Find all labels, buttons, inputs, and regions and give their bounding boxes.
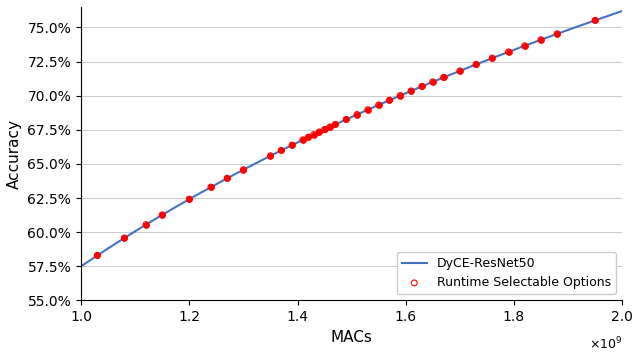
Point: [363, 107, 373, 112]
Text: $\times10^9$: $\times10^9$: [589, 336, 622, 352]
Point: [222, 175, 232, 181]
Runtime Selectable Options: [454, 68, 465, 74]
Runtime Selectable Options: [536, 37, 546, 42]
Runtime Selectable Options: [314, 129, 324, 135]
Point: [266, 153, 276, 159]
DyCE-ResNet50: [499, 52, 507, 56]
Point: [157, 212, 168, 218]
Point: [385, 97, 395, 103]
Point: [287, 142, 297, 148]
Runtime Selectable Options: [222, 175, 232, 181]
Runtime Selectable Options: [428, 79, 438, 85]
Runtime Selectable Options: [325, 124, 335, 130]
Runtime Selectable Options: [287, 142, 297, 148]
Runtime Selectable Options: [141, 222, 151, 227]
Point: [454, 68, 465, 74]
DyCE-ResNet50: [509, 48, 516, 52]
Runtime Selectable Options: [341, 117, 351, 122]
Runtime Selectable Options: [406, 88, 416, 94]
Runtime Selectable Options: [374, 102, 384, 108]
Point: [552, 31, 563, 37]
Point: [141, 222, 151, 227]
Point: [471, 62, 481, 67]
Runtime Selectable Options: [487, 55, 497, 61]
Runtime Selectable Options: [590, 17, 600, 23]
DyCE-ResNet50: [296, 139, 304, 144]
Point: [590, 17, 600, 23]
Runtime Selectable Options: [385, 97, 395, 103]
Point: [487, 55, 497, 61]
Line: DyCE-ResNet50: DyCE-ResNet50: [81, 11, 622, 266]
Point: [298, 137, 308, 143]
Runtime Selectable Options: [303, 134, 314, 140]
Runtime Selectable Options: [298, 137, 308, 143]
Runtime Selectable Options: [92, 253, 102, 258]
Point: [438, 75, 449, 80]
Point: [536, 37, 546, 42]
Point: [206, 184, 216, 190]
Point: [238, 167, 248, 172]
Runtime Selectable Options: [471, 62, 481, 67]
Point: [374, 102, 384, 108]
Runtime Selectable Options: [308, 132, 319, 137]
Point: [303, 134, 314, 140]
Runtime Selectable Options: [504, 49, 514, 55]
Point: [325, 124, 335, 130]
X-axis label: MACs: MACs: [331, 330, 372, 345]
DyCE-ResNet50: [132, 228, 140, 233]
Point: [504, 49, 514, 55]
Runtime Selectable Options: [438, 75, 449, 80]
Point: [276, 147, 286, 153]
DyCE-ResNet50: [618, 9, 626, 13]
Runtime Selectable Options: [157, 212, 168, 218]
DyCE-ResNet50: [77, 264, 85, 268]
Runtime Selectable Options: [238, 167, 248, 172]
Point: [314, 129, 324, 135]
Runtime Selectable Options: [276, 147, 286, 153]
Point: [330, 122, 340, 127]
Runtime Selectable Options: [184, 196, 195, 202]
Runtime Selectable Options: [119, 235, 129, 241]
DyCE-ResNet50: [449, 72, 456, 76]
Runtime Selectable Options: [363, 107, 373, 112]
Runtime Selectable Options: [206, 184, 216, 190]
Runtime Selectable Options: [352, 112, 362, 117]
DyCE-ResNet50: [316, 130, 323, 134]
Point: [417, 84, 427, 89]
Point: [92, 253, 102, 258]
Runtime Selectable Options: [417, 84, 427, 89]
Point: [428, 79, 438, 85]
Legend: DyCE-ResNet50, Runtime Selectable Options: DyCE-ResNet50, Runtime Selectable Option…: [397, 252, 616, 294]
Point: [352, 112, 362, 117]
Point: [119, 235, 129, 241]
Y-axis label: Accuracy: Accuracy: [7, 119, 22, 189]
Runtime Selectable Options: [395, 93, 405, 99]
Runtime Selectable Options: [520, 43, 530, 49]
Runtime Selectable Options: [552, 31, 563, 37]
Point: [395, 93, 405, 99]
Point: [341, 117, 351, 122]
Point: [308, 132, 319, 137]
Runtime Selectable Options: [266, 153, 276, 159]
Runtime Selectable Options: [319, 127, 330, 132]
Point: [319, 127, 330, 132]
Point: [520, 43, 530, 49]
Point: [184, 196, 195, 202]
Runtime Selectable Options: [330, 122, 340, 127]
Point: [406, 88, 416, 94]
